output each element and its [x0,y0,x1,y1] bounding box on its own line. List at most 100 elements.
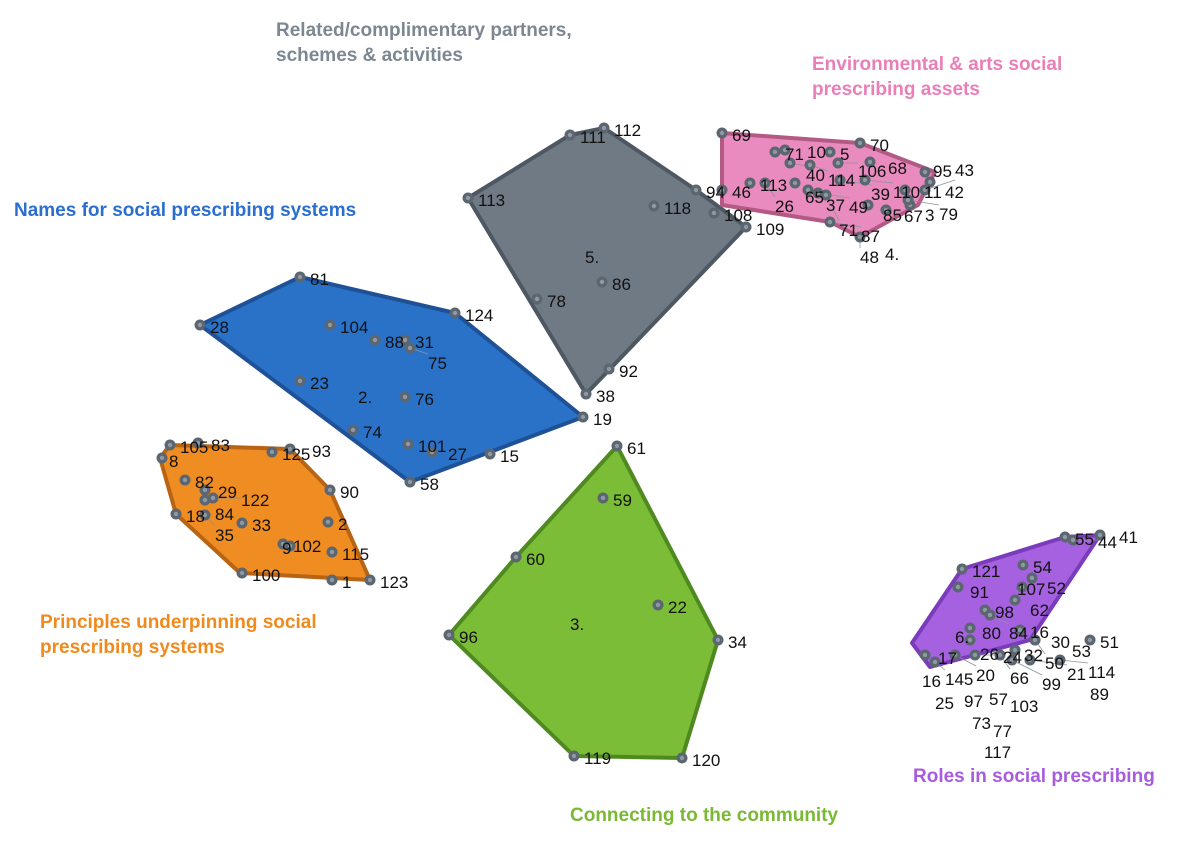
title-environmental: Environmental & arts social prescribing … [812,54,1063,100]
statement-label: 27 [448,445,467,464]
statement-label: 115 [342,545,369,564]
statement-point-center [743,224,749,230]
statement-label: 106 [858,162,886,181]
statement-point-center [902,187,908,193]
statement-point-center [959,566,965,572]
statement-label: 66 [1010,669,1029,688]
statement-point-center [513,554,519,560]
statement-point-center [679,755,685,761]
statement-label: 88 [385,333,404,352]
statement-label: 53 [1072,642,1091,661]
cluster-number-label: 2. [358,388,372,407]
statement-point-center [173,511,179,517]
statement-label: 120 [692,751,720,770]
statement-label: 65 [805,188,824,207]
statement-point-center [487,451,493,457]
statement-label: 111 [580,128,606,147]
statement-point-center [905,197,911,203]
statement-label: 62 [1030,601,1049,620]
statement-point-center [719,130,725,136]
statement-label: 54 [1033,558,1052,577]
statement-point-center [857,234,863,240]
statement-label: 37 [826,196,845,215]
statement-point-center [325,519,331,525]
statement-point-center [1012,647,1018,653]
statement-label: 93 [312,442,331,461]
statement-point-center [955,584,961,590]
statement-point-center [1009,657,1015,663]
statement-point-center [1070,537,1076,543]
statement-point-center [280,541,286,547]
statement-label: 83 [211,436,230,455]
statement-label: 79 [939,205,958,224]
cluster-polygon-related [466,126,748,396]
statement-label: 23 [310,374,329,393]
statement-label: 57 [989,690,1008,709]
statement-point-center [827,149,833,155]
statement-label: 38 [596,387,615,406]
statement-point-center [571,753,577,759]
statement-label: 91 [970,583,989,602]
statement-label: 112 [614,121,641,140]
statement-label: 29 [218,483,237,502]
statement-point-center [1029,575,1035,581]
statement-label: 94 [706,183,725,202]
statement-label: 33 [252,516,271,535]
statement-label: 81 [310,270,329,289]
statement-label: 117 [984,743,1011,762]
statement-point-center [1032,637,1038,643]
statement-point-center [805,187,811,193]
statement-point-center [614,443,620,449]
statement-label: 86 [612,275,631,294]
statement-point-center [1087,637,1093,643]
title-community: Connecting to the community [570,805,839,826]
statement-point-center [446,632,452,638]
statement-point-center [583,391,589,397]
statement-point-center [452,310,458,316]
statement-label: 28 [210,318,229,337]
statement-label: 98 [995,603,1014,622]
statement-point-center [269,449,275,455]
statement-label: 9 [282,539,291,558]
title-names: Names for social prescribing systems [14,200,357,221]
statement-label: 20 [976,666,995,685]
statement-label: 32 [1024,646,1043,665]
statement-point-center [287,446,293,452]
cluster-polygon-principles [158,443,372,582]
statement-label: 30 [1051,633,1070,652]
statement-point-center [932,659,938,665]
statement-label: 114 [1088,663,1115,682]
statement-point-center [202,497,208,503]
statement-label: 55 [1075,530,1094,549]
statement-label: 1 [342,573,351,592]
statement-point-center [987,612,993,618]
statement-point-center [600,495,606,501]
statement-point-center [601,125,607,131]
leader-line [1011,659,1043,676]
statement-point-center [711,210,717,216]
statement-point-center [1012,597,1018,603]
statement-point-center [823,192,829,198]
statement-label: 108 [724,206,752,225]
statement-point-center [534,296,540,302]
statement-label: 43 [955,161,974,180]
statement-point-center [407,345,413,351]
statement-label: 51 [1100,633,1119,652]
statement-point-center [405,441,411,447]
statement-label: 104 [340,318,368,337]
statement-point-center [1027,657,1033,663]
statement-point-center [567,132,573,138]
statement-point-center [927,179,933,185]
statement-label: 85 [883,206,902,225]
title-principles: Principles underpinning social prescribi… [40,612,317,658]
statement-point-center [972,652,978,658]
statement-label: 10 [807,143,826,162]
statement-label: 59 [613,491,632,510]
statement-point-center [239,570,245,576]
statement-point-center [407,479,413,485]
statement-point-center [865,202,871,208]
statement-label: 19 [593,410,612,429]
statement-point-center [182,477,188,483]
statement-point-center [202,512,208,518]
